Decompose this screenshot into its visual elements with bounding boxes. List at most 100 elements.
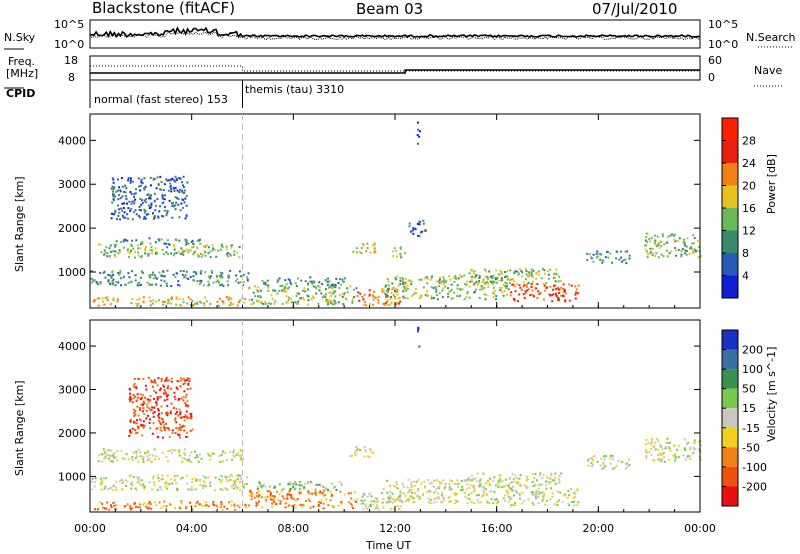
x-tick-label: 00:00	[74, 522, 106, 535]
power-echo-region-2	[91, 270, 248, 287]
power-colorbar-tick-label: 28	[742, 135, 756, 148]
power-echo-region-3	[106, 296, 247, 307]
freq-trace	[90, 69, 700, 74]
power-echo-region-0	[103, 243, 241, 259]
nsky-panel-frame	[89, 19, 701, 49]
power-echo-region-5	[263, 277, 346, 287]
velocity-colorbar-tick-label: -200	[742, 480, 767, 493]
power-echo-region-7	[365, 247, 376, 254]
nsky-tick-bottom: 10^0	[54, 38, 85, 51]
velocity-colorbar-swatch	[722, 369, 738, 389]
power-colorbar-tick-label: 16	[742, 202, 756, 215]
freq-panel-frame	[89, 55, 701, 81]
power-colorbar-tick-label: 4	[742, 270, 749, 283]
power-echo-region-8	[400, 256, 403, 259]
power-echo-region-16	[417, 128, 420, 145]
power-echo-region-9	[382, 274, 511, 300]
velocity-echo-region-11	[644, 438, 702, 462]
power-echo-region-11	[509, 283, 580, 301]
velocity-y-tick-label: 3000	[58, 384, 86, 397]
power-echo-region-6	[361, 288, 401, 307]
power-echo-region-8	[391, 249, 402, 258]
velocity-colorbar-frame	[721, 329, 739, 507]
power-echo-region-16	[416, 121, 421, 138]
velocity-panel-frame	[89, 319, 701, 513]
nsky-label: N.Sky	[4, 31, 36, 44]
velocity-y-tick-label: 2000	[58, 427, 86, 440]
x-tick-label: 12:00	[379, 522, 411, 535]
velocity-colorbar-tick-label: -100	[742, 461, 767, 474]
velocity-echo-region-11	[645, 437, 702, 463]
velocity-echo-region-12	[128, 376, 193, 436]
x-tick-label: 16:00	[481, 522, 513, 535]
power-y-tick-label: 3000	[58, 178, 86, 191]
power-echo-region-10	[470, 268, 562, 285]
x-axis-title: Time UT	[366, 539, 412, 552]
power-echo-region-9	[382, 274, 508, 301]
velocity-colorbar-swatch	[722, 427, 738, 448]
x-tick-label: 00:00	[684, 522, 716, 535]
power-echo-region-6	[363, 287, 401, 307]
velocity-colorbar-swatch	[722, 408, 738, 428]
power-echo-region-9	[384, 274, 510, 301]
power-colorbar-tick-label: 20	[742, 180, 756, 193]
velocity-colorbar-tick-label: 200	[742, 344, 763, 357]
velocity-colorbar-swatch	[722, 447, 738, 467]
velocity-echo-region-7	[389, 478, 508, 505]
velocity-echo-region-9	[510, 487, 576, 507]
freq-tick-top: 18	[64, 54, 78, 67]
power-echo-region-2	[92, 269, 250, 287]
velocity-echo-region-12	[128, 377, 193, 439]
velocity-echo-region-13	[417, 330, 421, 348]
velocity-echo-region-0	[97, 448, 243, 463]
power-colorbar-tick-label: 24	[742, 157, 756, 170]
power-echo-region-12	[588, 250, 627, 263]
nave-tick-bottom: 0	[708, 71, 715, 84]
velocity-echo-region-3	[249, 489, 358, 510]
nsearch-trace	[89, 30, 701, 41]
power-echo-region-14	[110, 175, 188, 220]
velocity-echo-region-5	[359, 492, 401, 511]
power-echo-region-11	[510, 283, 577, 303]
power-colorbar-swatch	[722, 118, 738, 141]
velocity-colorbar-tick-label: 50	[742, 383, 756, 396]
velocity-colorbar-tick-label: -50	[742, 441, 760, 454]
nsearch-label: N.Search	[746, 31, 796, 44]
velocity-echo-region-7	[382, 478, 510, 505]
power-echo-region-15	[408, 219, 427, 238]
power-colorbar-swatch	[722, 230, 738, 253]
power-echo-region-4	[251, 285, 358, 306]
velocity-echo-region-8	[466, 472, 560, 489]
power-y-tick-label: 2000	[58, 222, 86, 235]
power-echo-region-15	[410, 220, 422, 234]
velocity-colorbar-swatch	[722, 349, 738, 370]
power-echo-region-7	[355, 243, 376, 254]
power-echo-region-1	[119, 238, 202, 245]
x-tick-label: 04:00	[176, 522, 208, 535]
nsky-trace	[89, 26, 701, 39]
power-colorbar-swatch	[722, 140, 738, 163]
power-y-tick-label: 4000	[58, 134, 86, 147]
nsearch-tick-top: 10^5	[708, 18, 739, 31]
power-echo-region-12	[586, 250, 631, 264]
power-echo-region-7	[352, 242, 377, 254]
station-title: Blackstone (fitACF)	[92, 0, 236, 17]
velocity-echo-region-12	[129, 377, 194, 439]
nave-label: Nave	[754, 64, 783, 77]
velocity-colorbar-swatch	[722, 486, 738, 506]
velocity-echo-region-4	[257, 480, 343, 490]
power-echo-region-0	[97, 243, 241, 259]
power-echo-region-13	[644, 232, 702, 259]
velocity-echo-region-6	[349, 446, 374, 459]
power-colorbar-swatch	[722, 208, 738, 231]
velocity-colorbar-swatch	[722, 330, 738, 350]
power-echo-region-4	[248, 285, 359, 306]
velocity-echo-region-11	[645, 438, 702, 463]
velocity-echo-region-13	[417, 326, 421, 348]
velocity-colorbar-tick-label: 100	[742, 363, 763, 376]
x-tick-label: 08:00	[277, 522, 309, 535]
freq-unit: [MHz]	[6, 67, 39, 80]
power-echo-region-4	[247, 285, 354, 306]
velocity-echo-region-5	[365, 501, 402, 511]
